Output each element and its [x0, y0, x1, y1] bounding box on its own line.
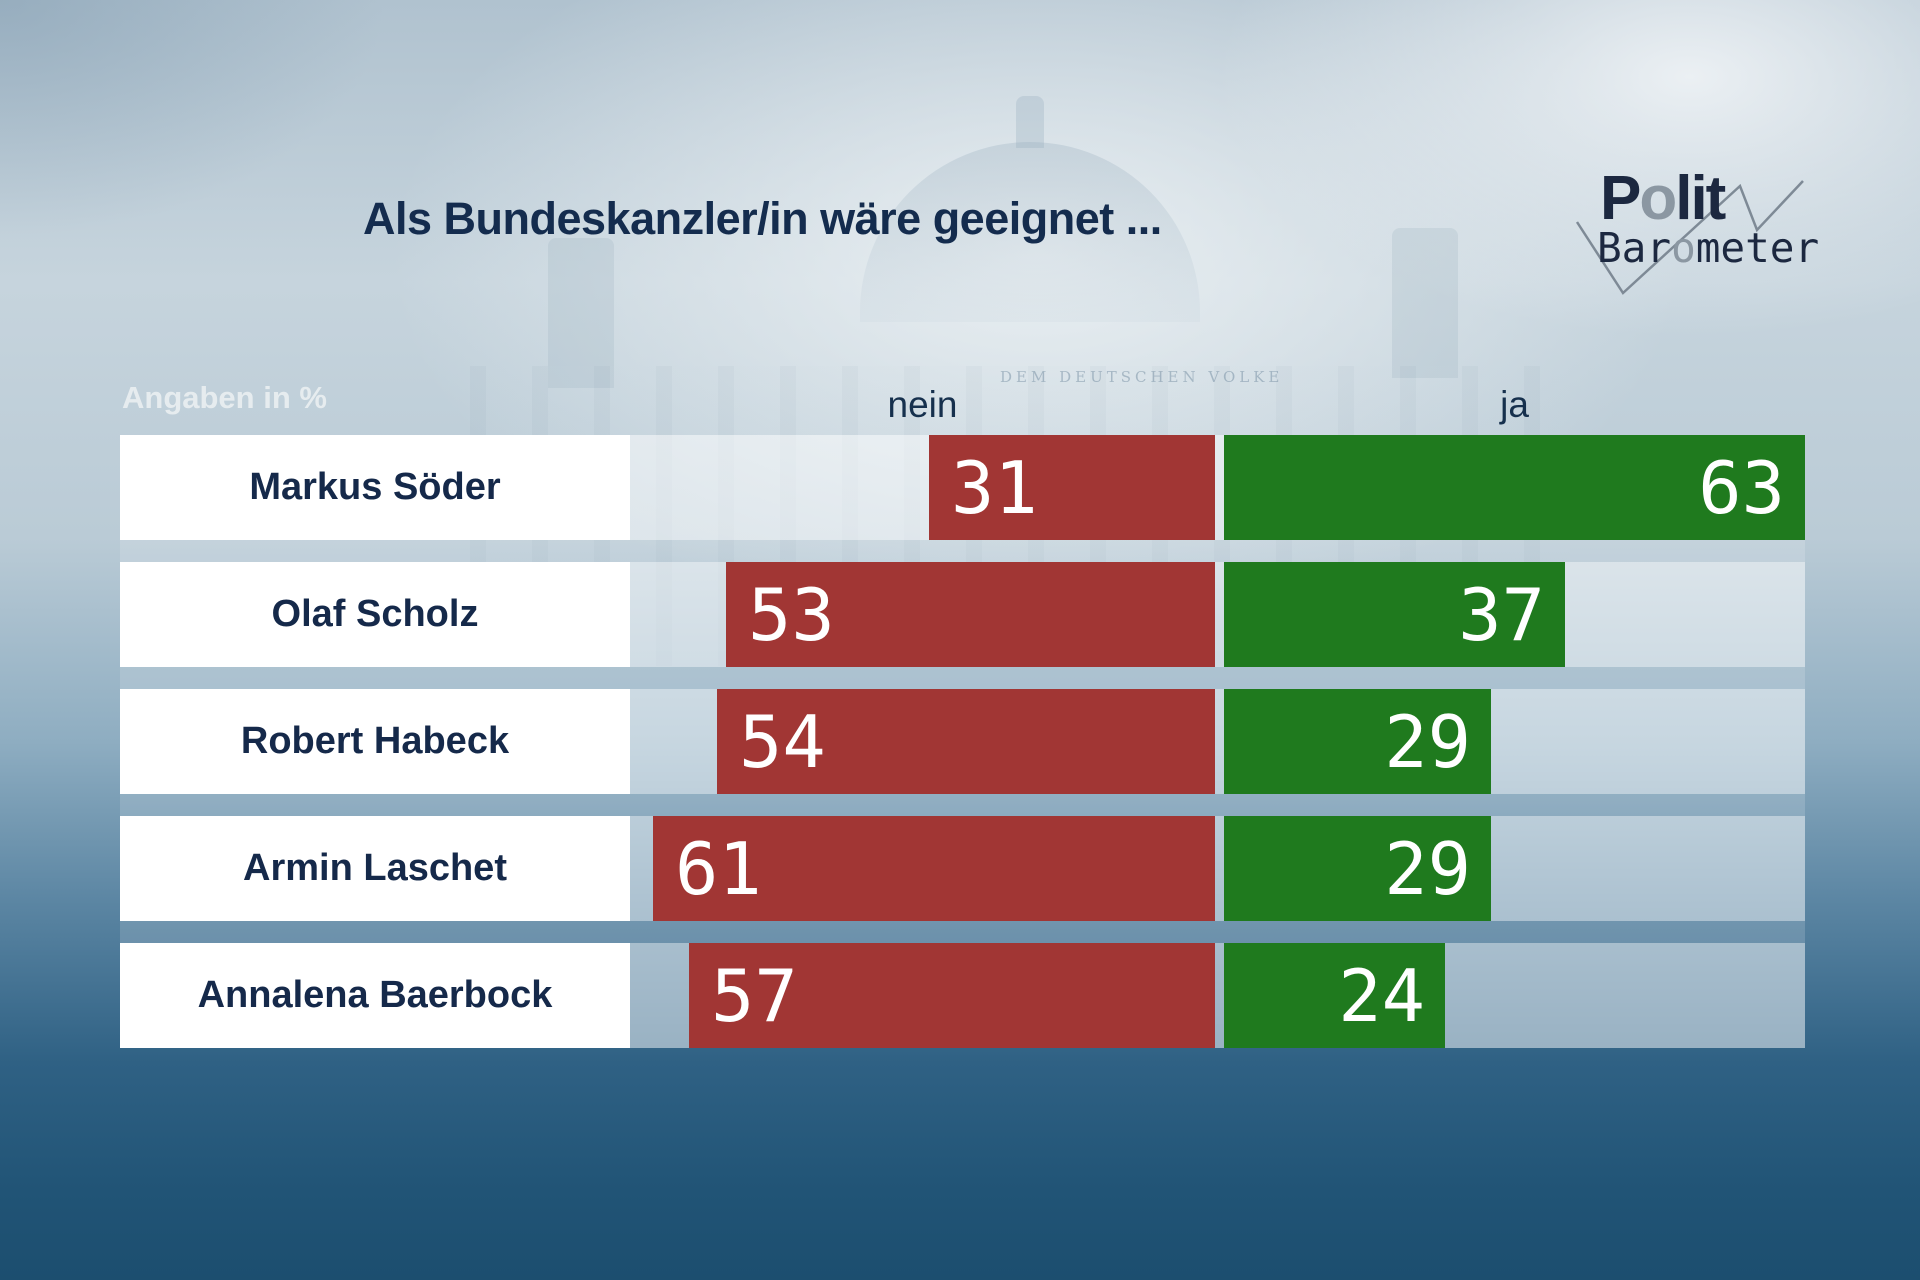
bar-ja: 24: [1224, 943, 1445, 1048]
candidate-name: Robert Habeck: [240, 720, 510, 762]
table-row: Armin Laschet 61 29: [0, 816, 1920, 921]
bar-nein: 57: [689, 943, 1215, 1048]
candidate-name-box: Markus Söder: [120, 435, 630, 540]
facade-inscription: DEM DEUTSCHEN VOLKE: [1000, 368, 1284, 386]
row-gap-strip: [120, 540, 1805, 562]
row-gap-strip: [120, 667, 1805, 689]
candidate-name-box: Robert Habeck: [120, 689, 630, 794]
bar-value-nein: 57: [711, 953, 798, 1038]
logo-text-barometer: Barometer: [1597, 228, 1819, 269]
bar-value-ja: 37: [1458, 572, 1545, 657]
column-header-nein: nein: [887, 384, 958, 425]
logo-polit-part3: lit: [1675, 164, 1726, 233]
logo-checkmark-icon: [1575, 180, 1804, 295]
row-gap-strip: [120, 921, 1805, 943]
bar-value-nein: 61: [675, 826, 762, 911]
bar-value-nein: 31: [951, 445, 1038, 530]
candidate-name-box: Armin Laschet: [120, 816, 630, 921]
candidate-name: Armin Laschet: [243, 847, 507, 889]
right-tower-silhouette: [1392, 228, 1458, 378]
bar-ja: 37: [1224, 562, 1565, 667]
politbarometer-logo: Polit Barometer: [1575, 150, 1835, 295]
logo-text-polit: Polit: [1600, 168, 1726, 230]
row-gap-strip: [120, 794, 1805, 816]
table-row: Markus Söder 31 63: [0, 435, 1920, 540]
page-title: Als Bundeskanzler/in wäre geeignet ...: [363, 193, 1162, 244]
logo-barometer-part2: o: [1671, 224, 1696, 272]
bar-nein: 53: [726, 562, 1215, 667]
table-row: Olaf Scholz 53 37: [0, 562, 1920, 667]
bar-value-ja: 29: [1384, 699, 1471, 784]
candidate-name-box: Olaf Scholz: [120, 562, 630, 667]
left-tower-silhouette: [548, 238, 614, 388]
candidate-name: Markus Söder: [249, 466, 501, 508]
logo-barometer-part3: meter: [1695, 224, 1820, 272]
candidate-name: Olaf Scholz: [271, 593, 479, 635]
bar-nein: 61: [653, 816, 1215, 921]
bar-ja: 29: [1224, 816, 1491, 921]
bar-ja: 63: [1224, 435, 1805, 540]
bar-ja: 29: [1224, 689, 1491, 794]
bar-nein: 31: [929, 435, 1215, 540]
bar-value-ja: 29: [1384, 826, 1471, 911]
logo-polit-part1: P: [1600, 164, 1641, 233]
bar-value-nein: 53: [748, 572, 835, 657]
bar-value-ja: 24: [1338, 953, 1425, 1038]
column-header-ja: ja: [1500, 384, 1529, 425]
bar-value-ja: 63: [1698, 445, 1785, 530]
logo-polit-part2: o: [1639, 164, 1677, 233]
candidate-name-box: Annalena Baerbock: [120, 943, 630, 1048]
candidate-name: Annalena Baerbock: [197, 974, 553, 1016]
table-row: Robert Habeck 54 29: [0, 689, 1920, 794]
bar-nein: 54: [717, 689, 1215, 794]
dome-lantern-silhouette: [1016, 96, 1044, 148]
table-row: Annalena Baerbock 57 24: [0, 943, 1920, 1048]
logo-barometer-part1: Bar: [1597, 224, 1672, 272]
units-label: Angaben in %: [122, 380, 327, 415]
bar-value-nein: 54: [739, 699, 826, 784]
